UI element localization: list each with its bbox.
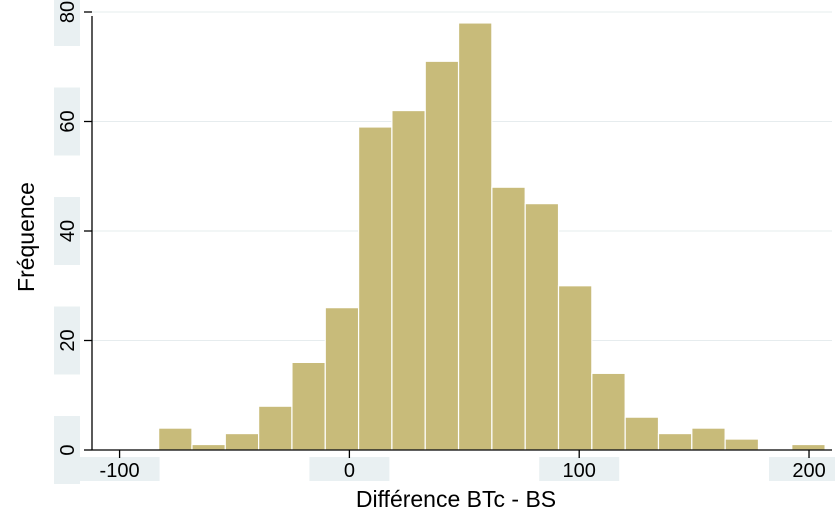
histogram-bar-5 bbox=[324, 307, 360, 451]
histogram-bar-14 bbox=[624, 416, 660, 451]
axes bbox=[84, 11, 832, 458]
x-axis-title: Différence BTc - BS bbox=[356, 486, 556, 512]
histogram-bar-4 bbox=[291, 361, 326, 451]
histogram-bar-8 bbox=[424, 60, 460, 451]
histogram-bar-6 bbox=[357, 126, 393, 451]
histogram-bar-9 bbox=[457, 22, 493, 451]
x-tick-band-1 bbox=[309, 457, 390, 481]
y-tick-band-4 bbox=[54, 0, 80, 46]
y-tick-label-4: 80 bbox=[57, 1, 79, 23]
histogram-bar-19 bbox=[791, 443, 826, 451]
histogram-bar-12 bbox=[557, 285, 593, 451]
histogram-bar-2 bbox=[224, 432, 260, 451]
tick-labels: 0 20 40 60 80 -100 0 100 200 bbox=[57, 1, 826, 482]
histogram-bar-1 bbox=[191, 443, 226, 451]
x-tick-band-3 bbox=[769, 457, 835, 481]
y-tick-label-2: 40 bbox=[57, 220, 79, 242]
label-bands bbox=[54, 0, 835, 484]
histogram-bar-0 bbox=[158, 427, 193, 451]
x-tick-band-2 bbox=[539, 457, 620, 481]
y-tick-label-3: 60 bbox=[57, 110, 79, 132]
x-tick-label-3: 200 bbox=[792, 460, 825, 482]
histogram-bar-17 bbox=[724, 438, 760, 451]
histogram-bar-15 bbox=[657, 432, 693, 451]
y-tick-band-2 bbox=[54, 197, 80, 265]
x-tick-band-0 bbox=[79, 457, 160, 481]
x-tick-label-1: 0 bbox=[344, 460, 355, 482]
y-tick-band-0 bbox=[54, 416, 80, 484]
y-tick-band-3 bbox=[54, 87, 80, 156]
histogram-bar-16 bbox=[691, 427, 726, 451]
bars bbox=[158, 22, 826, 451]
histogram-bar-3 bbox=[258, 405, 293, 451]
histogram-bar-11 bbox=[524, 203, 560, 451]
y-tick-label-1: 20 bbox=[57, 329, 79, 351]
x-tick-label-0: -100 bbox=[100, 460, 140, 482]
y-axis-title: Fréquence bbox=[13, 182, 39, 292]
histogram-bar-10 bbox=[491, 186, 526, 451]
histogram-bar-13 bbox=[591, 372, 626, 451]
x-tick-label-2: 100 bbox=[563, 460, 596, 482]
y-tick-band-1 bbox=[54, 306, 80, 375]
y-tick-label-0: 0 bbox=[57, 444, 79, 455]
histogram-bar-7 bbox=[391, 109, 426, 451]
